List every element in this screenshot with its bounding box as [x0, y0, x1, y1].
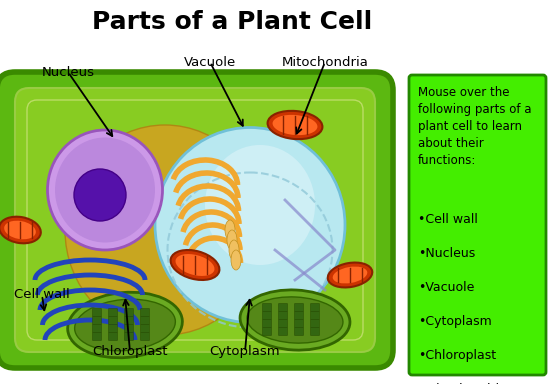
Ellipse shape [155, 127, 345, 323]
Text: Mitochondria: Mitochondria [282, 56, 368, 68]
Ellipse shape [0, 217, 41, 243]
Text: Cell wall: Cell wall [14, 288, 70, 301]
Ellipse shape [4, 221, 36, 239]
FancyBboxPatch shape [93, 333, 102, 341]
Ellipse shape [65, 125, 265, 335]
FancyBboxPatch shape [263, 311, 272, 319]
Ellipse shape [229, 240, 239, 260]
FancyBboxPatch shape [125, 333, 134, 341]
Text: •Vacuole: •Vacuole [418, 281, 474, 294]
FancyBboxPatch shape [310, 319, 320, 328]
Ellipse shape [328, 263, 372, 288]
FancyBboxPatch shape [279, 303, 288, 311]
FancyBboxPatch shape [109, 316, 118, 324]
Ellipse shape [231, 250, 241, 270]
FancyBboxPatch shape [109, 333, 118, 341]
Ellipse shape [55, 137, 155, 243]
FancyBboxPatch shape [279, 319, 288, 328]
FancyBboxPatch shape [409, 75, 546, 375]
Text: Cytoplasm: Cytoplasm [210, 346, 280, 359]
Ellipse shape [333, 266, 367, 283]
FancyBboxPatch shape [109, 324, 118, 333]
Text: •Cell wall: •Cell wall [418, 213, 478, 226]
Text: Nucleus: Nucleus [41, 66, 94, 78]
Ellipse shape [268, 111, 322, 139]
Ellipse shape [68, 292, 182, 358]
Text: •Nucleus: •Nucleus [418, 247, 475, 260]
Ellipse shape [227, 230, 237, 250]
Text: Chloroplast: Chloroplast [92, 346, 168, 359]
FancyBboxPatch shape [279, 328, 288, 336]
FancyBboxPatch shape [93, 324, 102, 333]
Text: Mouse over the
following parts of a
plant cell to learn
about their
functions:: Mouse over the following parts of a plan… [418, 86, 532, 167]
FancyBboxPatch shape [0, 72, 393, 368]
FancyBboxPatch shape [263, 303, 272, 311]
FancyBboxPatch shape [279, 311, 288, 319]
FancyBboxPatch shape [263, 328, 272, 336]
Text: Parts of a Plant Cell: Parts of a Plant Cell [92, 10, 372, 34]
FancyBboxPatch shape [263, 319, 272, 328]
FancyBboxPatch shape [310, 328, 320, 336]
FancyBboxPatch shape [141, 308, 150, 316]
Ellipse shape [74, 169, 126, 221]
Text: •Chloroplast: •Chloroplast [418, 349, 496, 362]
FancyBboxPatch shape [125, 316, 134, 324]
Ellipse shape [75, 299, 176, 351]
Ellipse shape [247, 297, 343, 343]
Text: •Cytoplasm: •Cytoplasm [418, 315, 492, 328]
FancyBboxPatch shape [125, 324, 134, 333]
FancyBboxPatch shape [295, 311, 304, 319]
FancyBboxPatch shape [295, 328, 304, 336]
Ellipse shape [176, 254, 215, 276]
FancyBboxPatch shape [15, 88, 375, 352]
FancyBboxPatch shape [141, 324, 150, 333]
FancyBboxPatch shape [93, 316, 102, 324]
Ellipse shape [240, 290, 350, 350]
Text: Vacuole: Vacuole [184, 56, 236, 68]
Ellipse shape [171, 250, 219, 280]
Ellipse shape [273, 115, 317, 135]
Ellipse shape [225, 220, 235, 240]
FancyBboxPatch shape [310, 303, 320, 311]
Ellipse shape [205, 145, 315, 265]
FancyBboxPatch shape [295, 319, 304, 328]
FancyBboxPatch shape [109, 308, 118, 316]
FancyBboxPatch shape [310, 311, 320, 319]
FancyBboxPatch shape [295, 303, 304, 311]
FancyBboxPatch shape [125, 308, 134, 316]
Text: •Mitochondria: •Mitochondria [418, 383, 507, 384]
FancyBboxPatch shape [93, 308, 102, 316]
FancyBboxPatch shape [141, 333, 150, 341]
Ellipse shape [47, 130, 162, 250]
FancyBboxPatch shape [141, 316, 150, 324]
